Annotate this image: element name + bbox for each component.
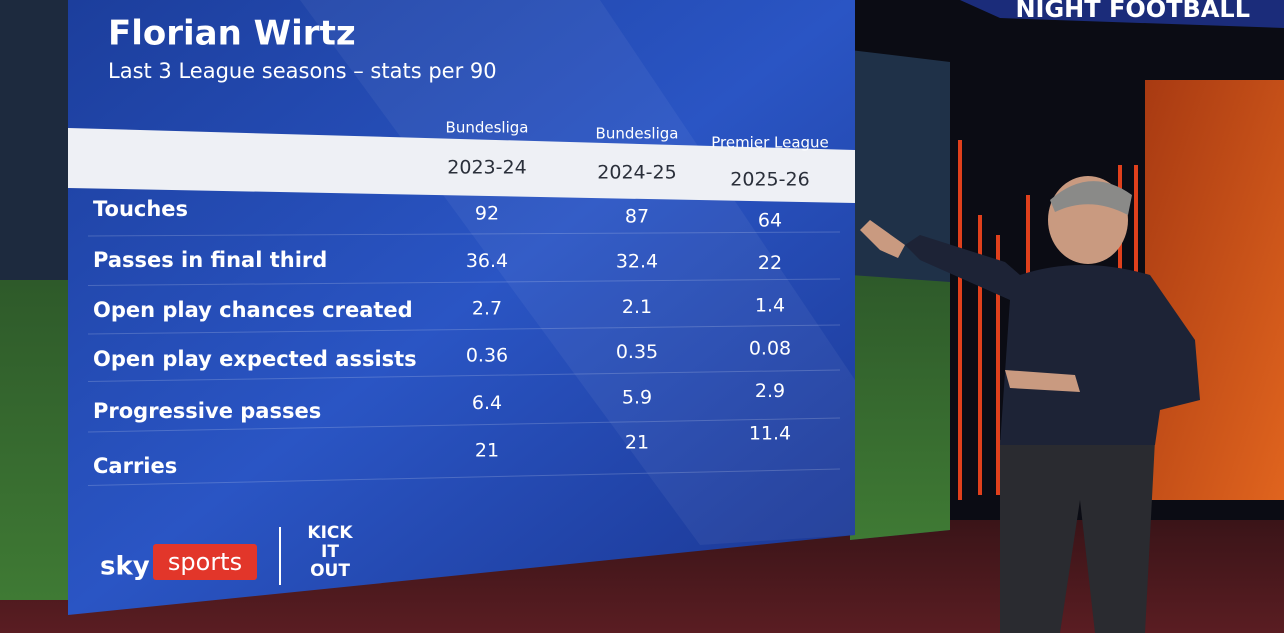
panel-stripe: [300, 0, 855, 545]
cell-value: 32.4: [616, 251, 658, 273]
row-label: Carries: [93, 454, 177, 478]
brand-sky: sky: [100, 552, 150, 582]
right-pitch: [850, 275, 950, 540]
row-label: Progressive passes: [93, 399, 321, 423]
brand-sports: sports: [168, 548, 242, 576]
row-label: Touches: [93, 197, 188, 221]
brand-sports-box: [153, 544, 257, 580]
header-band: [68, 128, 855, 203]
banner-text: NIGHT FOOTBALL: [1015, 0, 1250, 23]
row-divider: [87, 231, 841, 237]
cell-value: 21: [625, 432, 649, 454]
subtitle: Last 3 League seasons – stats per 90: [108, 59, 497, 83]
cell-value: 22: [758, 252, 782, 274]
row-divider: [87, 369, 841, 382]
column-season: 2024-25: [597, 162, 676, 184]
stats-table: Bundesliga 2023-24 Bundesliga 2024-25 Premie…: [87, 119, 841, 486]
column-season: 2023-24: [447, 157, 526, 179]
row-divider: [87, 278, 841, 286]
column-league: Premier League: [711, 134, 829, 152]
orange-panel: [1145, 80, 1284, 500]
row-label: Open play chances created: [93, 298, 413, 322]
cell-value: 2.9: [755, 380, 785, 402]
cell-value: 0.36: [466, 345, 508, 367]
cell-value: 36.4: [466, 250, 508, 272]
cell-value: 0.08: [749, 337, 791, 359]
row-label: Open play expected assists: [93, 347, 417, 371]
cell-value: 5.9: [622, 386, 652, 408]
cell-value: 21: [475, 440, 499, 462]
row-label: Passes in final third: [93, 248, 327, 272]
cell-value: 2.1: [622, 296, 652, 318]
row-divider: [87, 324, 841, 335]
cell-value: 0.35: [616, 341, 658, 363]
presenter: [860, 176, 1200, 633]
cell-value: 2.7: [472, 297, 502, 319]
column-league: Bundesliga: [596, 125, 679, 143]
column-season: 2025-26: [730, 169, 809, 191]
cell-value: 92: [475, 203, 499, 225]
campaign-word: OUT: [310, 561, 350, 581]
row-divider: [87, 417, 841, 433]
cell-value: 87: [625, 206, 649, 228]
campaign-word: KICK: [307, 523, 353, 543]
banner-bar: [960, 0, 1284, 28]
cell-value: 11.4: [749, 423, 791, 445]
cell-value: 6.4: [472, 392, 502, 414]
row-divider: [87, 468, 841, 486]
cell-value: 1.4: [755, 295, 785, 317]
cell-value: 64: [758, 210, 782, 232]
campaign-word: IT: [321, 542, 339, 562]
column-league: Bundesliga: [446, 119, 529, 137]
footer-logos: sky sports KICK IT OUT: [100, 523, 353, 585]
title: Florian Wirtz: [108, 14, 356, 54]
left-pitch: [0, 280, 70, 600]
